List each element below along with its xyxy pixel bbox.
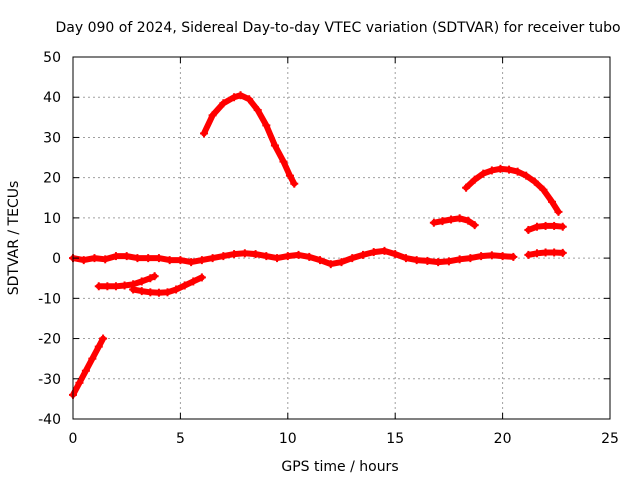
x-tick-label: 0 <box>69 431 78 447</box>
y-tick-label: 50 <box>43 50 61 66</box>
axis-ticks: -40 -30 -20 -10 0 10 20 30 40 50 0 5 10 15 20 25 <box>38 50 619 447</box>
x-tick-label: 10 <box>279 431 297 447</box>
y-tick-label: -20 <box>38 332 61 348</box>
series-arc-2 <box>69 246 518 269</box>
y-tick-label: -30 <box>38 372 61 388</box>
x-axis-label: GPS time / hours <box>281 459 398 475</box>
grid <box>73 57 610 419</box>
y-tick-label: 10 <box>43 211 61 227</box>
y-axis-label: SDTVAR / TECUs <box>6 181 22 296</box>
x-tick-label: 5 <box>176 431 185 447</box>
series-arc-8 <box>524 221 567 234</box>
y-tick-label: 20 <box>43 171 61 187</box>
series-arc-4 <box>129 273 206 297</box>
series-arc-9 <box>524 248 567 259</box>
y-tick-label: -10 <box>38 291 61 307</box>
series-line <box>201 92 298 187</box>
y-tick-label: 30 <box>43 130 61 146</box>
series-arc-5 <box>200 91 299 188</box>
y-tick-label: 40 <box>43 90 61 106</box>
x-tick-label: 15 <box>386 431 404 447</box>
x-tick-label: 25 <box>601 431 619 447</box>
chart-title: Day 090 of 2024, Sidereal Day-to-day VTE… <box>55 20 620 36</box>
series-arc-1 <box>69 334 108 399</box>
data-series <box>69 91 567 399</box>
plot-frame <box>72 56 611 420</box>
y-tick-label: 0 <box>52 251 61 267</box>
series-arc-3 <box>94 272 159 291</box>
y-tick-label: -40 <box>38 412 61 428</box>
x-tick-label: 20 <box>494 431 512 447</box>
series-arc-6 <box>429 214 479 230</box>
series-arc-7 <box>462 164 563 216</box>
